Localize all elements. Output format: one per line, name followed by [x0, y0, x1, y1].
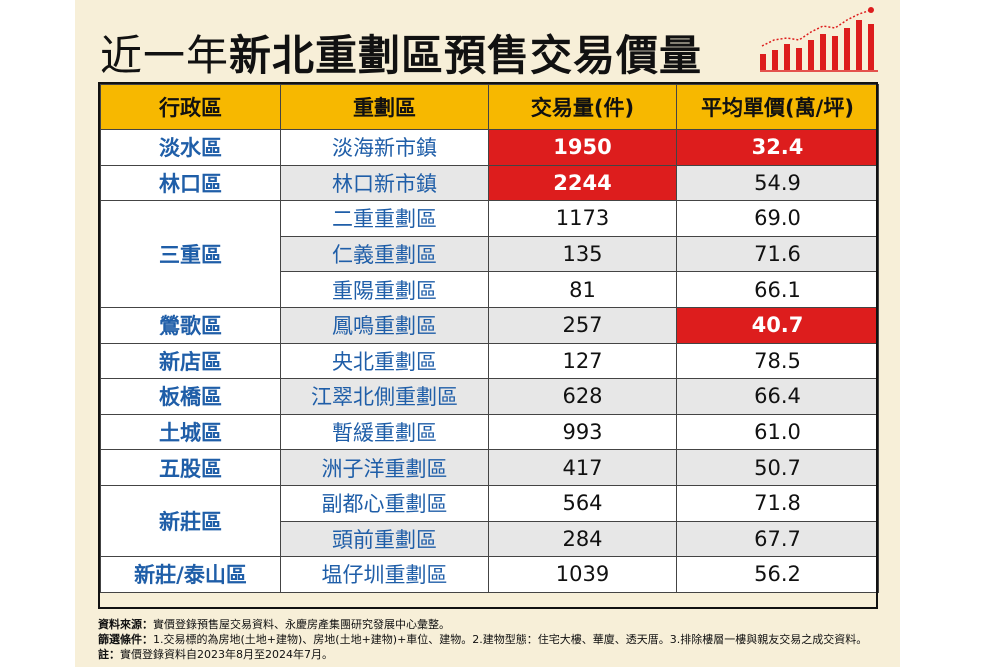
price-cell: 67.7: [676, 520, 879, 558]
zone-cell: 副都心重劃區: [280, 484, 489, 522]
title-main: 新北重劃區預售交易價量: [229, 31, 703, 80]
volume-cell: 81: [488, 271, 677, 308]
district-cell: 新莊區: [100, 484, 281, 558]
volume-cell: 127: [488, 342, 677, 380]
volume-cell: 257: [488, 306, 677, 344]
price-cell: 50.7: [676, 449, 879, 486]
district-cell: 新莊/泰山區: [100, 556, 281, 593]
volume-cell: 1039: [488, 556, 677, 593]
table-header-row: 行政區 重劃區 交易量(件) 平均單價(萬/坪): [100, 84, 879, 130]
district-cell: 五股區: [100, 449, 281, 486]
table-row: 新莊區 副都心重劃區 564 71.8: [100, 484, 879, 558]
table-row: 新莊/泰山區 塭仔圳重劃區 1039 56.2: [100, 556, 879, 593]
zone-cell: 頭前重劃區: [280, 520, 489, 558]
price-cell: 71.6: [676, 235, 879, 273]
price-cell: 61.0: [676, 413, 879, 451]
price-cell: 66.1: [676, 271, 879, 308]
volume-cell: 135: [488, 235, 677, 273]
price-cell: 54.9: [676, 164, 879, 202]
volume-cell: 1173: [488, 200, 677, 237]
header-price: 平均單價(萬/坪): [676, 84, 879, 130]
district-cell: 新店區: [100, 342, 281, 380]
zone-cell: 二重重劃區: [280, 200, 489, 237]
filter-note: 篩選條件：1.交易標的為房地(土地+建物)、房地(土地+建物)+車位、建物。2.…: [98, 632, 867, 647]
district-cell: 鶯歌區: [100, 306, 281, 344]
table-row: 林口區 林口新市鎮 2244 54.9: [100, 164, 879, 202]
district-cell: 林口區: [100, 164, 281, 202]
period-note: 註：實價登錄資料自2023年8月至2024年7月。: [98, 647, 867, 662]
zone-cell: 洲子洋重劃區: [280, 449, 489, 486]
table-row: 土城區 暫緩重劃區 993 61.0: [100, 413, 879, 451]
price-cell: 32.4: [676, 129, 879, 166]
filter-label: 篩選條件：: [98, 633, 153, 646]
price-cell: 71.8: [676, 484, 879, 522]
district-cell: 三重區: [100, 200, 281, 308]
header-volume: 交易量(件): [488, 84, 677, 130]
zone-cell: 央北重劃區: [280, 342, 489, 380]
price-cell: 56.2: [676, 556, 879, 593]
district-cell: 板橋區: [100, 378, 281, 415]
filter-text: 1.交易標的為房地(土地+建物)、房地(土地+建物)+車位、建物。2.建物型態：…: [153, 633, 868, 646]
volume-cell: 993: [488, 413, 677, 451]
table-row: 板橋區 江翠北側重劃區 628 66.4: [100, 378, 879, 415]
source-note: 資料來源：實價登錄預售屋交易資料、永慶房產集團研究發展中心彙整。: [98, 617, 867, 632]
footnotes: 資料來源：實價登錄預售屋交易資料、永慶房產集團研究發展中心彙整。 篩選條件：1.…: [98, 617, 867, 662]
page-title: 近一年新北重劃區預售交易價量: [100, 22, 702, 84]
volume-cell: 564: [488, 484, 677, 522]
note-label: 註：: [98, 648, 120, 661]
source-text: 實價登錄預售屋交易資料、永慶房產集團研究發展中心彙整。: [153, 618, 450, 631]
zone-cell: 重陽重劃區: [280, 271, 489, 308]
volume-cell: 417: [488, 449, 677, 486]
zone-cell: 塭仔圳重劃區: [280, 556, 489, 593]
district-cell: 淡水區: [100, 129, 281, 166]
table-row: 五股區 洲子洋重劃區 417 50.7: [100, 449, 879, 486]
zone-cell: 仁義重劃區: [280, 235, 489, 273]
zone-cell: 暫緩重劃區: [280, 413, 489, 451]
price-cell: 66.4: [676, 378, 879, 415]
volume-cell: 2244: [488, 164, 677, 202]
zone-cell: 鳳鳴重劃區: [280, 306, 489, 344]
table-row: 淡水區 淡海新市鎮 1950 32.4: [100, 129, 879, 166]
volume-cell: 628: [488, 378, 677, 415]
header-district: 行政區: [100, 84, 281, 130]
source-label: 資料來源：: [98, 618, 153, 631]
price-cell: 69.0: [676, 200, 879, 237]
volume-cell: 284: [488, 520, 677, 558]
title-prefix: 近一年: [100, 31, 230, 80]
district-cell: 土城區: [100, 413, 281, 451]
price-cell: 78.5: [676, 342, 879, 380]
table-row: 三重區 二重重劃區 1173 69.0: [100, 200, 879, 308]
note-text: 實價登錄資料自2023年8月至2024年7月。: [120, 648, 333, 661]
zone-cell: 淡海新市鎮: [280, 129, 489, 166]
bar-chart-trend-icon: [760, 7, 878, 72]
table-row: 新店區 央北重劃區 127 78.5: [100, 342, 879, 380]
table-row: 鶯歌區 鳳鳴重劃區 257 40.7: [100, 306, 879, 344]
price-cell: 40.7: [676, 306, 879, 344]
header-zone: 重劃區: [280, 84, 489, 130]
price-volume-table: 行政區 重劃區 交易量(件) 平均單價(萬/坪) 淡水區 淡海新市鎮 1950 …: [100, 84, 879, 593]
volume-cell: 1950: [488, 129, 677, 166]
zone-cell: 江翠北側重劃區: [280, 378, 489, 415]
zone-cell: 林口新市鎮: [280, 164, 489, 202]
